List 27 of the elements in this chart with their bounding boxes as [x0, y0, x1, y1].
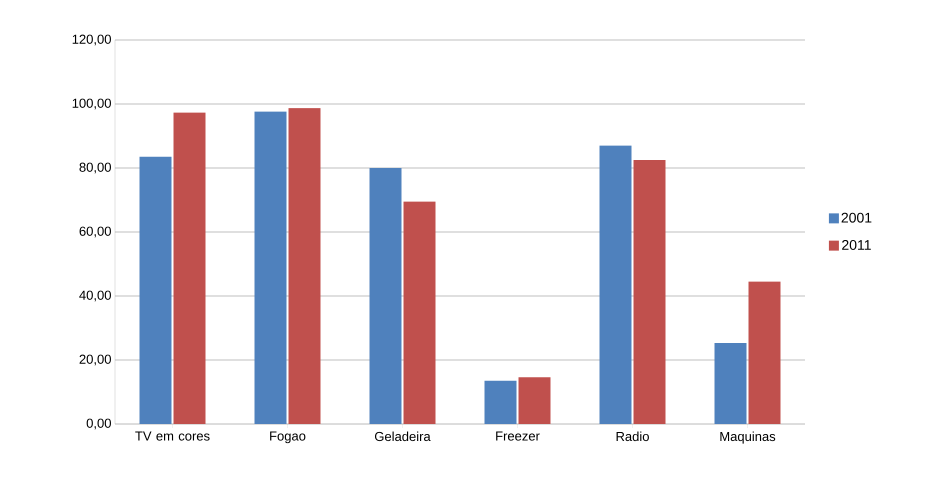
- bar: [140, 156, 172, 424]
- x-tick-label: Maquinas: [720, 432, 776, 444]
- bar: [600, 146, 632, 424]
- y-tick-label: 40,00: [79, 290, 111, 302]
- bar: [404, 202, 436, 424]
- bar: [484, 380, 517, 424]
- bar: [254, 112, 287, 424]
- y-tick-label: 100,00: [72, 98, 111, 110]
- bar: [634, 160, 666, 424]
- legend-label: 2011: [842, 240, 871, 250]
- bar: [518, 377, 551, 424]
- bar: [288, 108, 321, 424]
- x-tick-label: Radio: [616, 432, 649, 442]
- y-tick-label: 80,00: [80, 162, 111, 174]
- bar: [748, 282, 781, 424]
- x-tick-label: Fogao: [270, 432, 306, 444]
- legend-label: 2001: [842, 212, 872, 223]
- y-tick-label: 60,00: [80, 226, 111, 238]
- y-tick-label: 20,00: [80, 354, 111, 366]
- x-tick-label: Freezer: [496, 432, 540, 441]
- x-tick-label: Geladeira: [374, 432, 431, 442]
- y-tick-label: 0,00: [86, 418, 111, 430]
- bar: [174, 112, 206, 424]
- bar: [714, 343, 747, 424]
- y-tick-label: 120,00: [72, 34, 111, 46]
- bar: [370, 168, 402, 424]
- x-tick-label: TV em cores: [135, 432, 210, 441]
